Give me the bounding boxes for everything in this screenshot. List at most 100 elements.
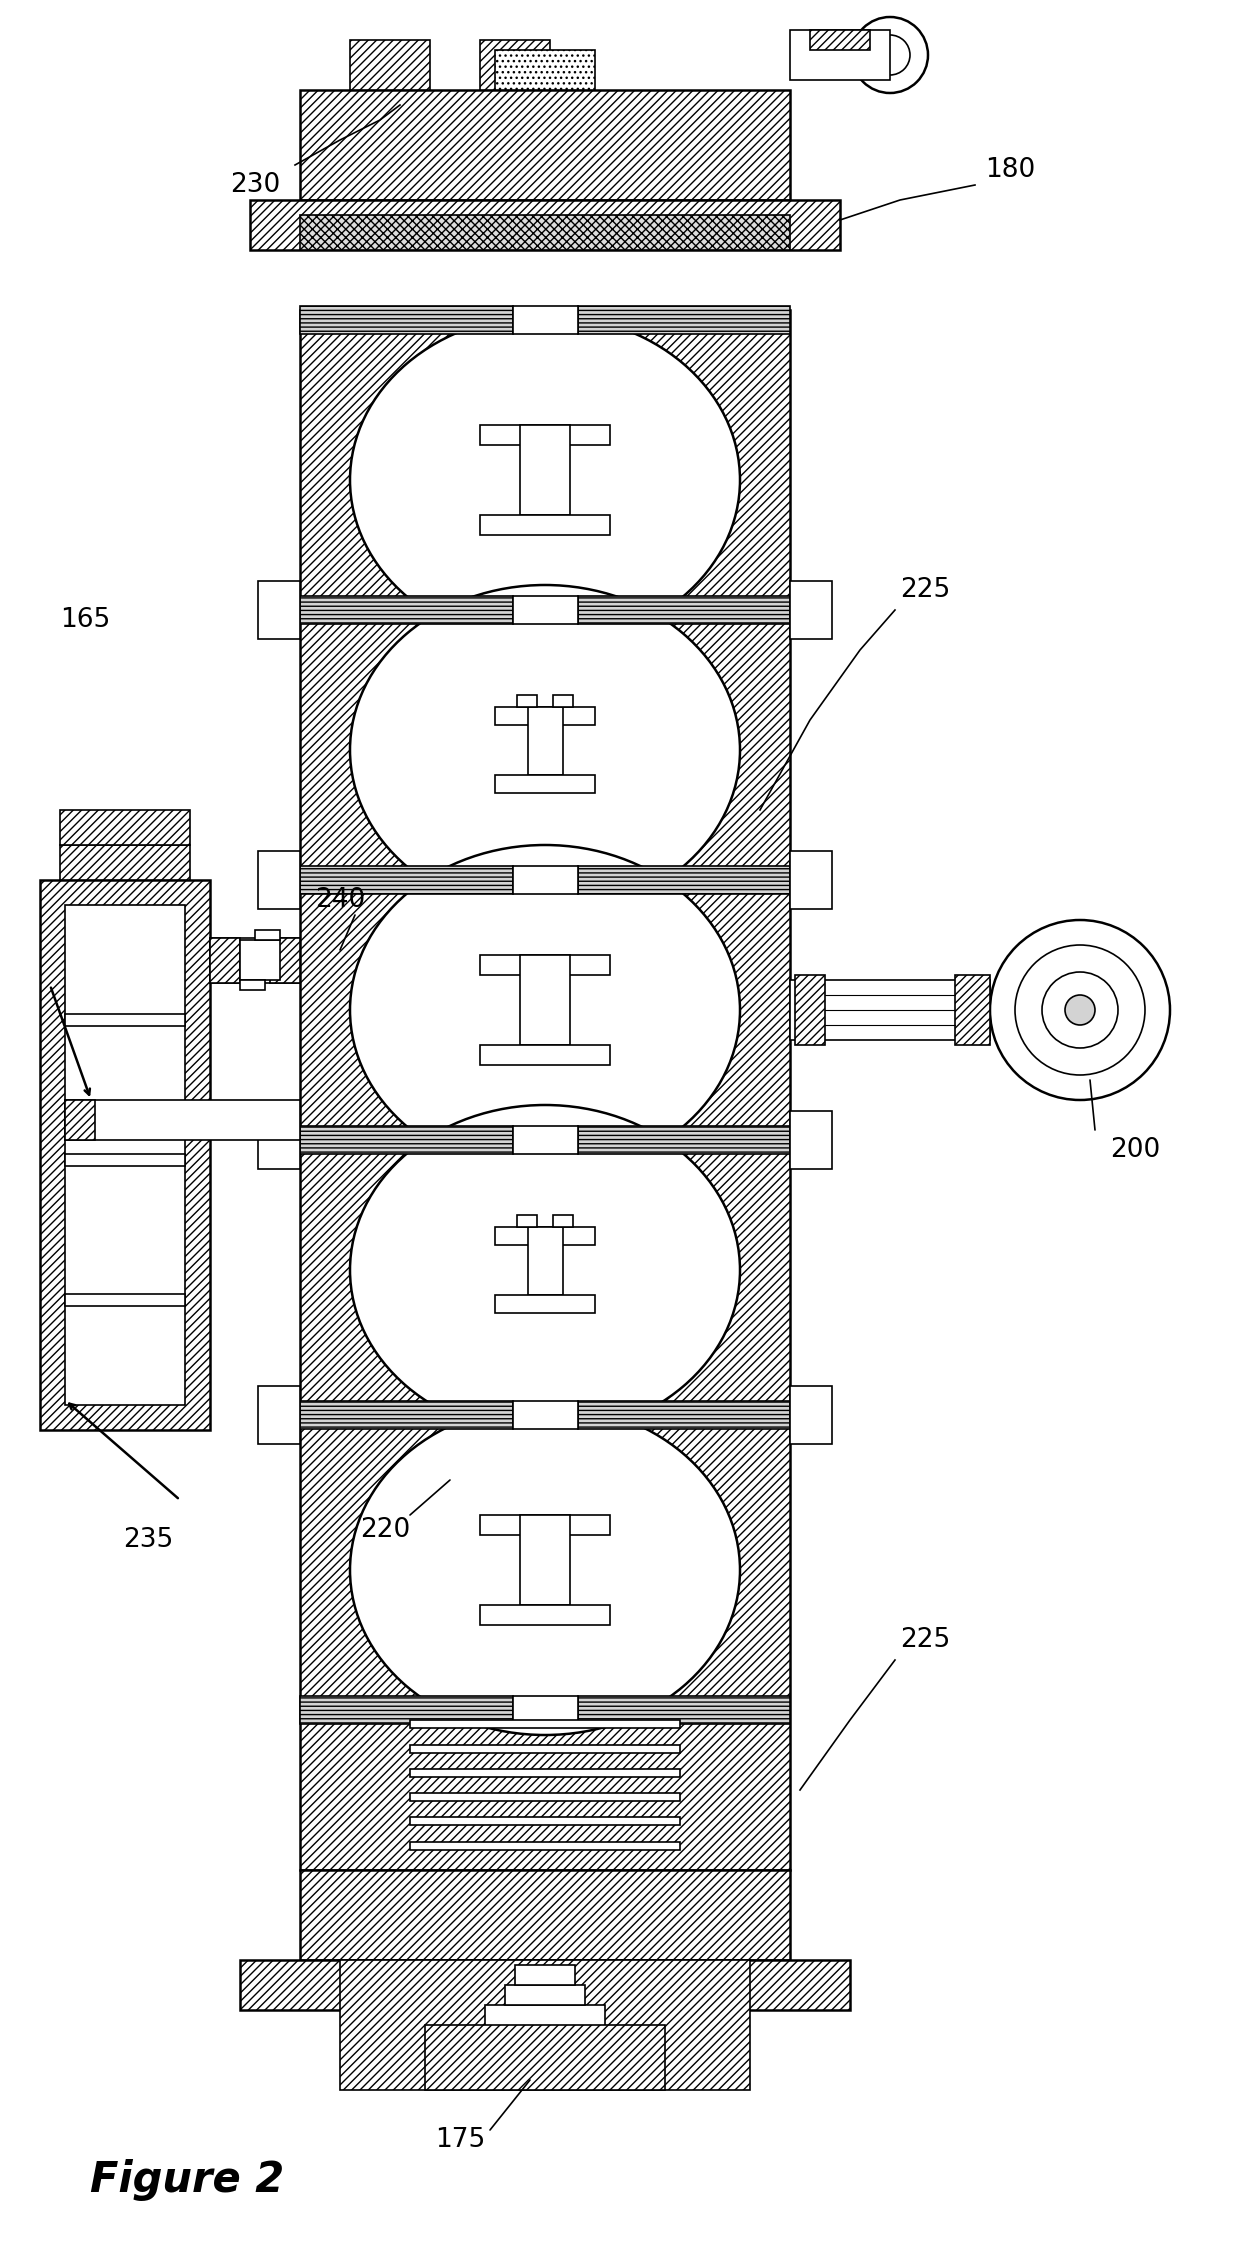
Bar: [241, 1959, 849, 2009]
Bar: [527, 1228, 563, 1296]
Bar: [300, 306, 512, 333]
Bar: [520, 426, 570, 514]
Ellipse shape: [350, 845, 740, 1176]
Circle shape: [870, 34, 910, 75]
Bar: [258, 1386, 300, 1445]
Text: Figure 2: Figure 2: [91, 2159, 284, 2202]
Bar: [410, 1721, 680, 1728]
Bar: [480, 514, 610, 535]
Bar: [300, 596, 512, 623]
Bar: [790, 29, 890, 79]
Bar: [250, 199, 839, 249]
Bar: [512, 865, 578, 895]
Bar: [790, 981, 990, 1040]
Bar: [64, 906, 185, 1404]
Bar: [512, 1126, 578, 1153]
Bar: [64, 1293, 185, 1307]
Bar: [553, 695, 573, 707]
Bar: [520, 1515, 570, 1606]
Bar: [512, 306, 578, 333]
Bar: [495, 50, 595, 91]
Bar: [258, 582, 300, 639]
Bar: [578, 596, 790, 623]
Bar: [495, 775, 595, 793]
Bar: [300, 1402, 512, 1429]
Bar: [255, 931, 280, 940]
Bar: [300, 1126, 512, 1153]
Bar: [490, 2041, 515, 2059]
Bar: [425, 2025, 665, 2091]
Bar: [578, 1126, 790, 1153]
Text: 175: 175: [435, 2127, 485, 2154]
Bar: [512, 1402, 578, 1429]
Bar: [480, 426, 610, 444]
Bar: [480, 1044, 610, 1065]
Bar: [480, 1515, 610, 1536]
Bar: [410, 1794, 680, 1801]
Text: 230: 230: [229, 172, 280, 197]
Bar: [241, 940, 280, 981]
Bar: [300, 215, 790, 249]
Bar: [300, 310, 790, 1871]
Bar: [790, 582, 832, 639]
Bar: [64, 1015, 185, 1026]
Text: 180: 180: [985, 156, 1035, 183]
Bar: [300, 1871, 790, 1959]
Bar: [512, 596, 578, 623]
Ellipse shape: [350, 584, 740, 915]
Bar: [575, 2041, 600, 2059]
Bar: [517, 695, 537, 707]
Bar: [300, 1696, 512, 1724]
Bar: [790, 1112, 832, 1169]
Bar: [40, 881, 210, 1429]
Bar: [410, 1744, 680, 1753]
Bar: [410, 1769, 680, 1776]
Bar: [410, 1841, 680, 1851]
Circle shape: [1065, 994, 1095, 1026]
Bar: [64, 1101, 300, 1139]
Bar: [520, 956, 570, 1044]
Bar: [300, 865, 512, 895]
Circle shape: [990, 920, 1171, 1101]
Text: 220: 220: [360, 1518, 410, 1542]
Bar: [495, 1296, 595, 1314]
Bar: [578, 865, 790, 895]
Bar: [64, 1153, 185, 1166]
Bar: [241, 981, 265, 990]
Text: 225: 225: [900, 1626, 950, 1653]
Bar: [578, 306, 790, 333]
Circle shape: [1016, 945, 1145, 1076]
Bar: [60, 811, 190, 845]
Bar: [512, 1696, 578, 1724]
Bar: [350, 41, 430, 91]
Bar: [64, 1101, 95, 1139]
Bar: [495, 707, 595, 725]
Bar: [790, 1386, 832, 1445]
Bar: [505, 1984, 585, 2005]
Bar: [258, 852, 300, 908]
Bar: [210, 938, 300, 983]
Bar: [210, 938, 241, 983]
Circle shape: [852, 18, 928, 93]
Text: 165: 165: [60, 607, 110, 632]
Bar: [955, 974, 990, 1044]
Bar: [258, 1112, 300, 1169]
Bar: [410, 1817, 680, 1826]
Bar: [270, 938, 300, 983]
Bar: [480, 1606, 610, 1624]
Text: 200: 200: [1110, 1137, 1161, 1162]
Bar: [340, 1959, 750, 2091]
Bar: [578, 1402, 790, 1429]
Bar: [485, 2005, 605, 2034]
Bar: [517, 1214, 537, 1228]
Ellipse shape: [350, 315, 740, 646]
Ellipse shape: [350, 1404, 740, 1735]
Ellipse shape: [350, 1105, 740, 1436]
Bar: [527, 707, 563, 775]
Bar: [515, 1966, 575, 1984]
Bar: [495, 1228, 595, 1246]
Text: 225: 225: [900, 578, 950, 602]
Text: 240: 240: [315, 888, 365, 913]
Bar: [60, 845, 190, 881]
Bar: [480, 956, 610, 974]
